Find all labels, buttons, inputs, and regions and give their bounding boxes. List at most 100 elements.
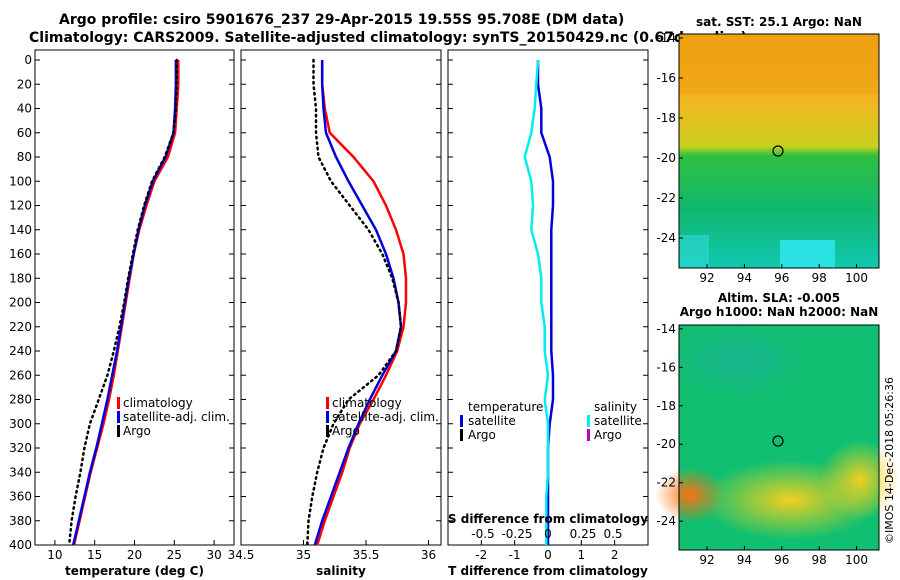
sla-map-panel: Altim. SLA: -0.005 Argo h1000: NaN h2000… <box>655 291 900 567</box>
map-ytick-label: -16 <box>656 360 676 374</box>
map-xtick-label: 94 <box>737 271 752 285</box>
depth-tick-label: 60 <box>17 126 32 140</box>
depth-tick-label: 100 <box>9 174 32 188</box>
legend-entry: satellite <box>594 414 642 428</box>
map-ytick-label: -16 <box>656 71 676 85</box>
legend-entry: Argo <box>332 424 360 438</box>
salinity-series-climatology <box>316 60 408 546</box>
depth-tick-label: 240 <box>9 344 32 358</box>
depth-tick-label: 400 <box>9 538 32 552</box>
difference-series-group <box>523 59 555 545</box>
map-ytick-label: -22 <box>656 476 676 490</box>
difference-series-salinity-satellite <box>523 59 550 545</box>
temperature-xlabel: temperature (deg C) <box>65 564 204 578</box>
depth-tick-label: 220 <box>9 320 32 334</box>
map-xtick-label: 94 <box>737 553 752 567</box>
sla-map-title: Altim. SLA: -0.005 <box>718 291 840 305</box>
difference-s-tick-label: 0.25 <box>570 527 597 541</box>
depth-tick-label: 200 <box>9 296 32 310</box>
map-ytick-label: -22 <box>656 191 676 205</box>
depth-tick-label: 380 <box>9 514 32 528</box>
depth-tick-label: 120 <box>9 199 32 213</box>
depth-tick-label: 80 <box>17 150 32 164</box>
figure-title-line2: Climatology: CARS2009. Satellite-adjuste… <box>29 30 747 46</box>
difference-s-tick-label: -0.5 <box>471 527 494 541</box>
difference-xtick-label: -1 <box>509 548 521 562</box>
legend-swatch <box>326 425 329 437</box>
legend-swatch <box>460 415 463 427</box>
legend-entry: satellite-adj. clim. <box>123 410 230 424</box>
depth-tick-label: 320 <box>9 441 32 455</box>
map-xtick-label: 92 <box>699 271 714 285</box>
map-ytick-label: -20 <box>656 437 676 451</box>
map-ytick-label: -20 <box>656 151 676 165</box>
temperature-xtick-label: 30 <box>206 548 221 562</box>
map-ytick-label: -14 <box>656 322 676 336</box>
depth-tick-label: 180 <box>9 271 32 285</box>
legend-title-salinity: salinity <box>594 400 637 414</box>
legend-entry: satellite <box>468 414 516 428</box>
temperature-xtick-label: 20 <box>127 548 142 562</box>
temperature-xtick-label: 10 <box>47 548 62 562</box>
difference-xtick-label: 1 <box>578 548 586 562</box>
salinity-series-satellite-adj-clim- <box>313 60 403 546</box>
sst-map-title: sat. SST: 25.1 Argo: NaN <box>696 15 862 29</box>
legend-entry: climatology <box>123 396 193 410</box>
legend-swatch <box>326 397 329 409</box>
map-xtick-label: 96 <box>774 271 789 285</box>
difference-panel: -2 -1 0 1 2 T difference from climatology temp… <box>447 49 649 578</box>
sst-argo-location-marker <box>772 145 784 157</box>
depth-tick-label: 300 <box>9 417 32 431</box>
legend-swatch <box>117 425 120 437</box>
difference-xlabel: T difference from climatology <box>448 564 648 578</box>
difference-s-axis-label: S difference from climatology <box>448 512 648 526</box>
sla-argo-location-marker <box>772 435 784 447</box>
sla-map-orange-patch <box>655 467 725 523</box>
legend-swatch <box>587 429 590 441</box>
temperature-series-argo <box>67 58 178 546</box>
salinity-panel: 34.5 35 35.5 36 salinity climatologysatellite… <box>228 49 442 578</box>
map-xtick-label: 98 <box>812 553 827 567</box>
salinity-series-group <box>306 58 408 546</box>
salinity-xtick-label: 36 <box>421 548 436 562</box>
legend-swatch <box>117 411 120 423</box>
difference-s-tick-label: -0.25 <box>501 527 532 541</box>
map-ytick-label: -18 <box>656 399 676 413</box>
temperature-panel: 0 20 40 60 80 100 120 140 160 180 200 220 240 260 280 3… <box>9 49 235 578</box>
map-xtick-label: 98 <box>812 271 827 285</box>
legend-entry: Argo <box>594 428 622 442</box>
difference-xtick-label: -2 <box>475 548 487 562</box>
temperature-xtick-label: 25 <box>167 548 182 562</box>
legend-entry: Argo <box>468 428 496 442</box>
figure-title-line1: Argo profile: csiro 5901676_237 29-Apr-2… <box>59 12 625 28</box>
depth-tick-label: 160 <box>9 247 32 261</box>
difference-s-tick-label: 0.5 <box>603 527 622 541</box>
map-xtick-label: 96 <box>774 553 789 567</box>
map-ytick-label: -24 <box>656 514 676 528</box>
depth-tick-label: 20 <box>17 77 32 91</box>
salinity-xtick-label: 35 <box>296 548 311 562</box>
sla-map-teal-patch <box>670 320 810 400</box>
sst-map-frame <box>678 33 880 269</box>
legend-entry: climatology <box>332 396 402 410</box>
depth-tick-label: 360 <box>9 490 32 504</box>
sla-map-frame <box>678 324 880 551</box>
sst-map-panel: sat. SST: 25.1 Argo: NaN 92 94 96 98 100 -14 -… <box>656 15 880 285</box>
legend-entry: Argo <box>123 424 151 438</box>
legend-swatch <box>117 397 120 409</box>
legend-swatch <box>460 429 463 441</box>
temperature-series-satellite-adj-clim- <box>71 60 178 546</box>
map-xtick-label: 100 <box>845 271 868 285</box>
temperature-axes-frame <box>34 49 235 546</box>
depth-tick-label: 260 <box>9 368 32 382</box>
sst-map-cyan-patch <box>780 240 835 268</box>
legend-title-temperature: temperature <box>468 400 543 414</box>
salinity-xtick-label: 34.5 <box>228 548 255 562</box>
map-xtick-label: 92 <box>699 553 714 567</box>
map-xtick-label: 100 <box>845 553 868 567</box>
legend-entry: satellite-adj. clim. <box>332 410 439 424</box>
difference-s-tick-label: 0 <box>544 527 552 541</box>
depth-tick-label: 280 <box>9 393 32 407</box>
sla-map-yellow-patch-right <box>820 440 900 520</box>
